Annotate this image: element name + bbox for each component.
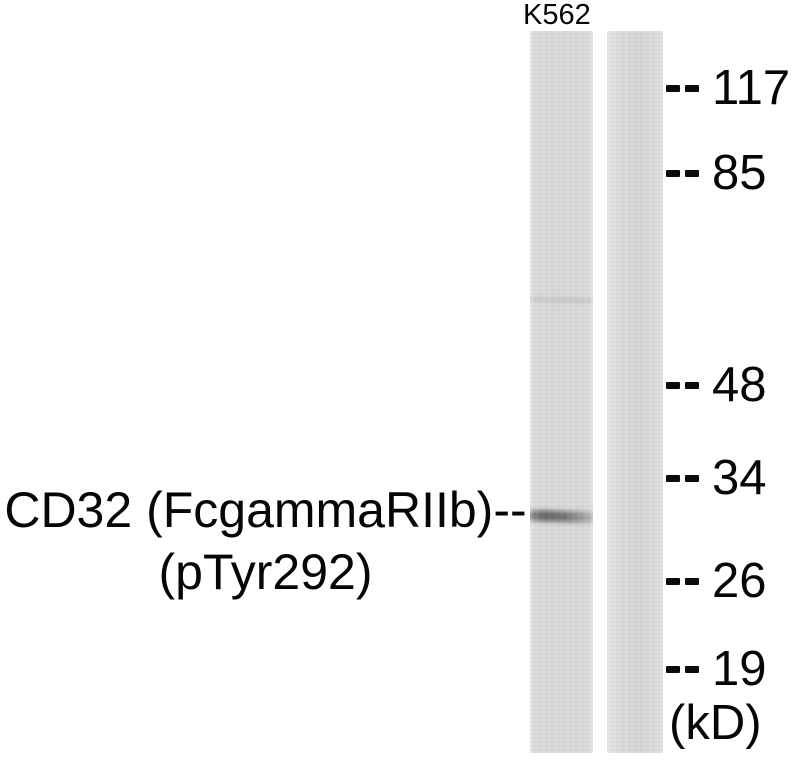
tick-dashes-icon: [666, 665, 699, 673]
blot-lane-k562-sample: [530, 31, 593, 753]
mw-marker-48: 48: [666, 360, 767, 410]
tick-dashes-icon: [666, 381, 699, 389]
mw-marker-85: 85: [666, 148, 767, 198]
mw-marker-value: 26: [712, 554, 767, 608]
phospho-site-label: (pTyr292): [158, 544, 373, 600]
mw-marker-value: 117: [712, 61, 791, 115]
mw-marker-117: 117: [666, 63, 790, 113]
cell-line-label: K562: [523, 0, 591, 31]
mw-marker-19: 19: [666, 644, 767, 694]
tick-dashes-icon: [666, 169, 699, 177]
target-protein-label: CD32 (FcgammaRIIb)-- (pTyr292): [0, 479, 531, 603]
target-protein-name: CD32 (FcgammaRIIb)--: [4, 482, 527, 538]
tick-dashes-icon: [666, 577, 699, 585]
mw-marker-value: 34: [712, 451, 767, 505]
kd-unit-label: (kD): [669, 696, 762, 750]
mw-marker-value: 85: [712, 146, 767, 200]
faint-background-band: [530, 297, 593, 303]
mw-marker-value: 19: [712, 642, 767, 696]
protein-band: [530, 509, 593, 524]
tick-dashes-icon: [666, 84, 699, 92]
tick-dashes-icon: [666, 474, 699, 482]
blot-lane-control: [607, 31, 663, 753]
mw-marker-value: 48: [712, 358, 767, 412]
mw-marker-34: 34: [666, 453, 767, 503]
mw-marker-26: 26: [666, 556, 767, 606]
